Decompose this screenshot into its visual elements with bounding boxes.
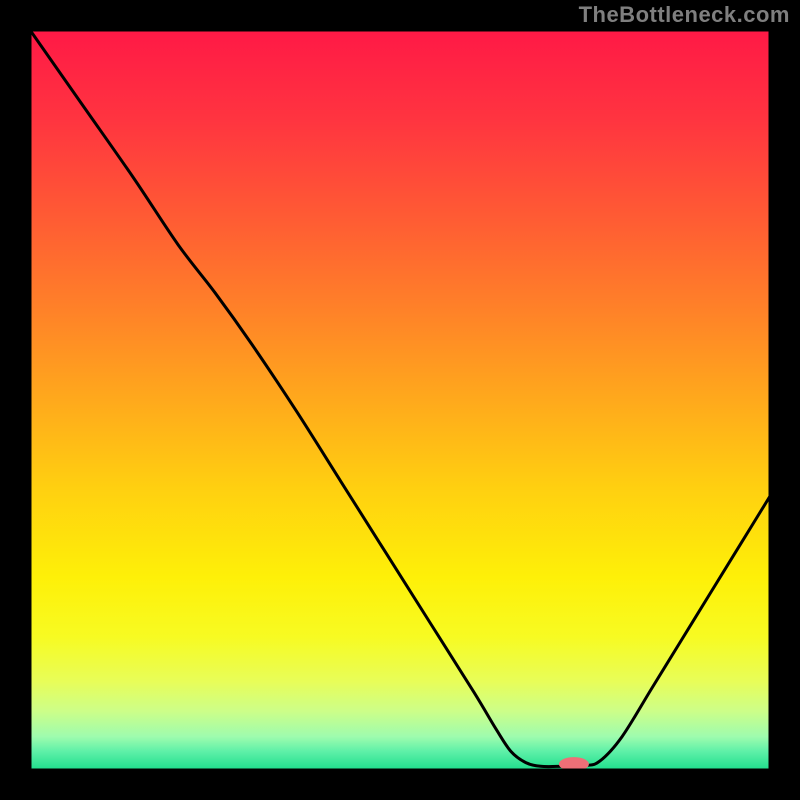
bottleneck-chart <box>30 30 770 770</box>
plot-area <box>30 30 770 770</box>
gradient-background <box>30 30 770 770</box>
brand-label: TheBottleneck.com <box>579 2 790 28</box>
canvas: TheBottleneck.com <box>0 0 800 800</box>
